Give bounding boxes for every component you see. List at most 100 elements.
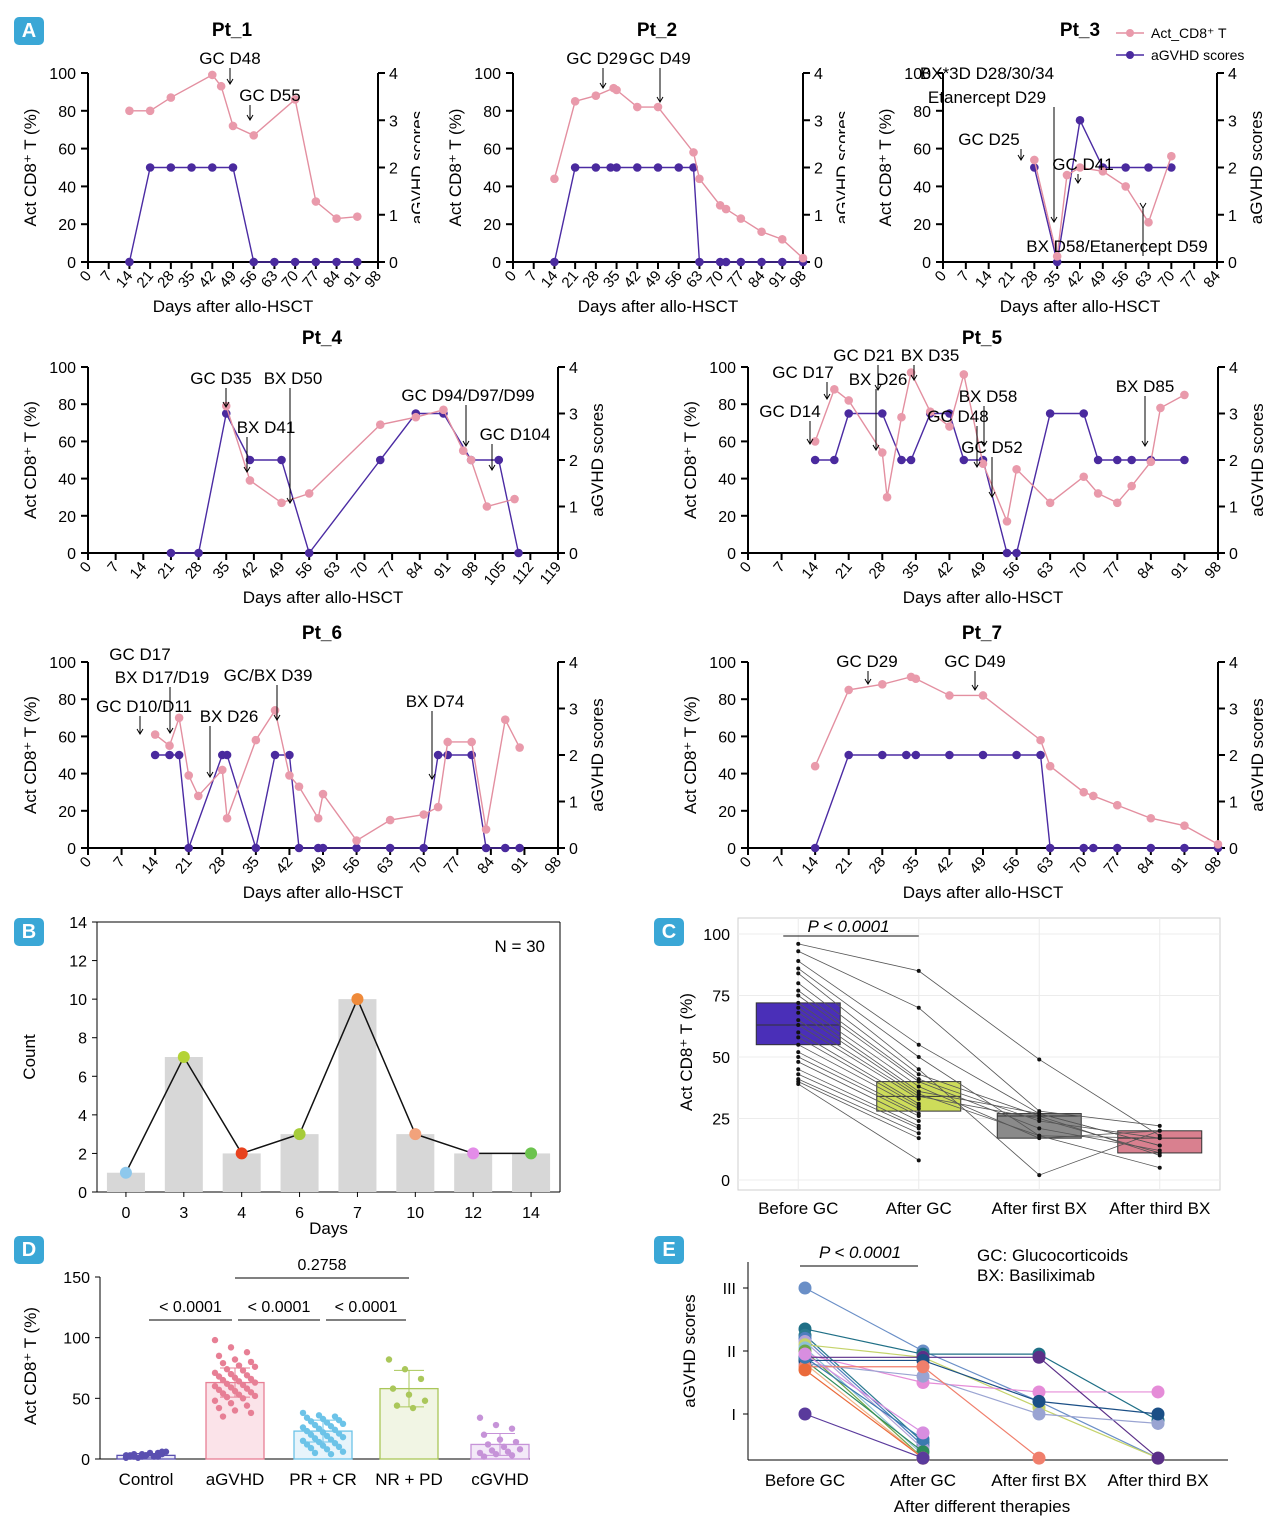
legend-gvhd-label: aGVHD scores	[1151, 47, 1244, 63]
x-tick-label: 84	[1134, 559, 1158, 583]
y2-tick-label: 3	[389, 113, 398, 130]
patient-score-point	[1032, 1407, 1046, 1421]
x-tick-label: 70	[1067, 854, 1091, 878]
act-point	[466, 455, 476, 465]
patient-point	[796, 1005, 801, 1010]
act-point	[1112, 498, 1122, 508]
patient-point	[796, 1082, 801, 1087]
patient-point	[916, 1126, 921, 1131]
y-axis-title: aGVHD scores	[680, 1294, 699, 1407]
act-point	[270, 706, 280, 715]
comparison-label: < 0.0001	[335, 1299, 398, 1316]
annotation-arrowhead	[874, 384, 882, 391]
comparison-label: < 0.0001	[159, 1299, 222, 1316]
gvhd-point	[1167, 163, 1176, 172]
gvhd-point	[689, 163, 698, 172]
annotation-arrowhead	[910, 374, 918, 381]
x-tick-label: 49	[966, 559, 990, 583]
y2-tick-label: 1	[814, 208, 823, 225]
patient-score-point	[798, 1281, 812, 1295]
gvhd-point	[277, 455, 286, 465]
count-point	[293, 1128, 306, 1141]
patient-point	[796, 1042, 801, 1047]
x-tick-label: 42	[237, 559, 261, 583]
patient-line	[798, 1007, 1160, 1146]
event-annotation: GC D41	[1052, 155, 1113, 174]
group-point	[251, 1392, 259, 1400]
y-axis-title: Act CD8⁺ T (%)	[681, 401, 700, 519]
y-tick-label: 40	[913, 179, 931, 196]
x-tick-label: 42	[933, 854, 957, 878]
event-annotation: GC D35	[190, 369, 251, 388]
y-tick-label: 60	[483, 142, 501, 159]
gvhd-point	[375, 455, 385, 465]
annotation-arrowhead	[1017, 154, 1025, 161]
gvhd-point	[352, 843, 361, 853]
chart-b-count: 0 2 4 6 8 10 12 14 0 3 4 6 7 10 12 14 Days Count N = 30	[20, 915, 561, 1238]
group-point	[393, 1402, 401, 1409]
count-bar	[512, 1153, 551, 1192]
y-tick-label: 0	[67, 255, 76, 272]
event-annotation: BX D41	[237, 418, 296, 437]
group-point	[251, 1379, 259, 1386]
patient-point	[916, 1079, 921, 1084]
patient-score-point	[798, 1407, 812, 1421]
y-tick-label: 80	[58, 692, 76, 709]
act-point	[1030, 155, 1039, 165]
act-point	[352, 836, 361, 845]
panel-label-e: E	[654, 1236, 684, 1264]
patient-score-point	[798, 1347, 812, 1361]
patient-point	[916, 1118, 921, 1123]
y-tick-label: 6	[78, 1069, 87, 1086]
x-tick-label: 91	[508, 854, 532, 878]
act-series-line	[1033, 155, 1172, 257]
patient-point	[916, 1067, 921, 1072]
act-point	[145, 106, 155, 116]
act-point	[482, 502, 492, 511]
gvhd-point	[294, 843, 304, 853]
y-tick-label: 60	[913, 142, 931, 159]
patient-line	[798, 1044, 919, 1110]
act-point	[125, 106, 134, 116]
event-annotation: BX D58/Etanercept D59	[1026, 237, 1207, 256]
x-tick-label: Before GC	[765, 1471, 845, 1490]
x-tick-label: 70	[1155, 268, 1179, 292]
patient-point	[796, 1072, 801, 1077]
x-tick-label: 28	[866, 559, 890, 583]
act-series-line	[154, 708, 521, 842]
patient-score-line	[804, 1363, 924, 1459]
annotation-arrowhead	[166, 727, 174, 734]
y2-axis-title: aGVHD scores	[408, 111, 420, 224]
gvhd-point	[1127, 455, 1136, 465]
patient-point	[1037, 1126, 1042, 1131]
x-axis-title: Days after allo-HSCT	[243, 588, 404, 607]
group-point	[335, 1443, 343, 1451]
x-tick-label: 56	[340, 854, 364, 878]
x-tick-label: 7	[97, 268, 115, 285]
annotation-arrowhead	[488, 464, 496, 471]
x-tick-label: After first BX	[992, 1199, 1087, 1218]
act-point	[810, 761, 820, 771]
patient-score-point	[1032, 1394, 1046, 1408]
y-axis-title: Act CD8⁺ T (%)	[21, 696, 40, 814]
patient-score-point	[1032, 1451, 1046, 1465]
act-point	[844, 396, 854, 405]
x-tick-label: After third BX	[1107, 1471, 1208, 1490]
gvhd-point	[945, 409, 954, 418]
annotation-arrowhead	[222, 401, 230, 408]
gvhd-point	[166, 548, 176, 558]
annotation-arrowhead	[1050, 216, 1058, 223]
patient-point	[1157, 1128, 1162, 1133]
act-point	[277, 498, 286, 508]
gvhd-point	[877, 409, 887, 418]
y2-tick-label: 1	[1229, 500, 1238, 517]
act-point	[1093, 489, 1103, 498]
act-point	[978, 691, 988, 700]
count-bar	[222, 1153, 261, 1192]
act-point	[385, 815, 395, 825]
patient-point	[1037, 1111, 1042, 1116]
gvhd-point	[1075, 115, 1085, 125]
act-point	[166, 93, 176, 102]
chart-d-bars: 0 50 100 150 Control aGVHD PR + CR NR + PD cGVHD…	[21, 1257, 530, 1489]
y2-tick-label: 4	[569, 360, 578, 377]
